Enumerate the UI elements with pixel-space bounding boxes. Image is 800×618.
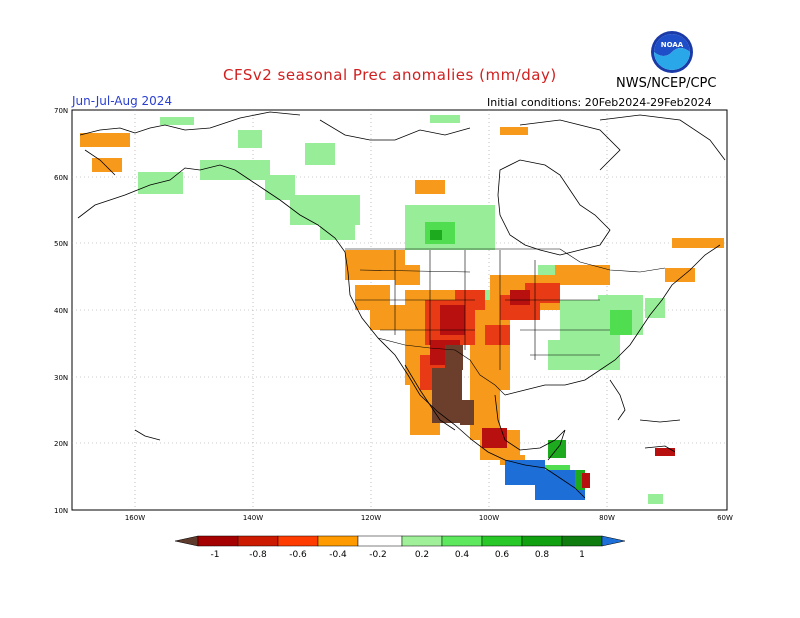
- map-title: CFSv2 seasonal Prec anomalies (mm/day): [223, 66, 557, 84]
- svg-text:-0.6: -0.6: [289, 550, 307, 560]
- svg-text:0.8: 0.8: [535, 550, 550, 560]
- svg-text:60W: 60W: [717, 514, 733, 522]
- svg-text:60N: 60N: [54, 174, 68, 182]
- svg-text:160W: 160W: [125, 514, 145, 522]
- svg-text:-1: -1: [211, 550, 220, 560]
- svg-text:140W: 140W: [243, 514, 263, 522]
- season-label: Jun-Jul-Aug 2024: [72, 94, 173, 108]
- agency-label: NWS/NCEP/CPC: [616, 76, 717, 91]
- svg-text:50N: 50N: [54, 240, 68, 248]
- initial-conditions: Initial conditions: 20Feb2024-29Feb2024: [487, 96, 712, 109]
- latitude-labels: 70N 60N 50N 40N 30N 20N 10N: [54, 107, 68, 515]
- svg-text:0.4: 0.4: [455, 550, 470, 560]
- longitude-labels: 160W 140W 120W 100W 80W 60W: [125, 514, 733, 522]
- svg-text:40N: 40N: [54, 307, 68, 315]
- svg-text:70N: 70N: [54, 107, 68, 115]
- svg-text:0.2: 0.2: [415, 550, 429, 560]
- noaa-logo: NOAA: [651, 31, 693, 73]
- svg-text:NOAA: NOAA: [661, 41, 684, 49]
- svg-text:20N: 20N: [54, 440, 68, 448]
- colorbar: -1 -0.8 -0.6 -0.4 -0.2 0.2 0.4 0.6 0.8 1: [174, 535, 626, 560]
- svg-text:30N: 30N: [54, 374, 68, 382]
- svg-text:-0.2: -0.2: [369, 550, 387, 560]
- coastlines: [77, 111, 726, 499]
- svg-text:0.6: 0.6: [495, 550, 510, 560]
- svg-text:10N: 10N: [54, 507, 68, 515]
- svg-text:100W: 100W: [479, 514, 499, 522]
- svg-text:80W: 80W: [599, 514, 615, 522]
- svg-text:1: 1: [579, 550, 585, 560]
- anomaly-shading: [80, 115, 724, 504]
- political-borders: [345, 248, 666, 396]
- svg-text:120W: 120W: [361, 514, 381, 522]
- svg-text:-0.8: -0.8: [249, 550, 267, 560]
- svg-text:-0.4: -0.4: [329, 550, 347, 560]
